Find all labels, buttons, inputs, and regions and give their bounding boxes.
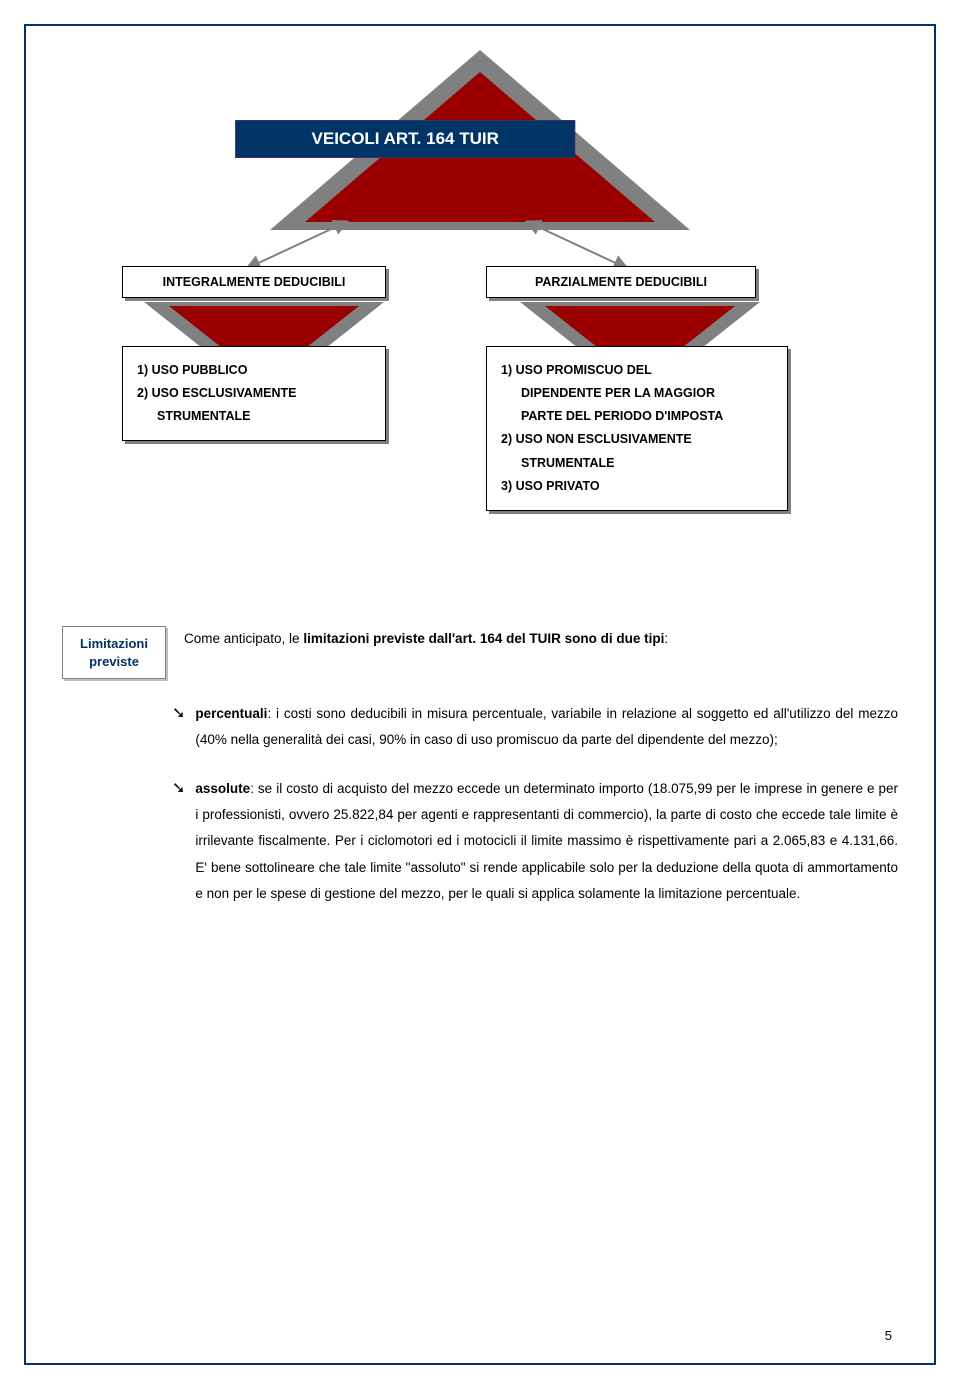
right-item-1: 1) USO PROMISCUO DEL (501, 359, 773, 382)
body-row: Limitazioni previste Come anticipato, le… (62, 626, 898, 679)
left-item-2: 2) USO ESCLUSIVAMENTE (137, 382, 371, 405)
intro-p1c: : (664, 631, 668, 646)
bullet-1-text: percentuali: i costi sono deducibili in … (195, 701, 898, 754)
body-section: Limitazioni previste Come anticipato, le… (62, 626, 898, 907)
right-item-3: 3) USO PRIVATO (501, 475, 773, 498)
intro-p1b: limitazioni previste dall'art. 164 del T… (303, 631, 664, 646)
list-box-left: 1) USO PUBBLICO 2) USO ESCLUSIVAMENTE ST… (122, 346, 386, 441)
label-parzialmente: PARZIALMENTE DEDUCIBILI (486, 266, 756, 298)
page-border: VEICOLI ART. 164 TUIR INTEGRALMENTE DEDU… (24, 24, 936, 1365)
bullet-1a: percentuali (195, 706, 267, 721)
arrow-down-right-icon: ➘ (172, 701, 185, 727)
bullet-2a: assolute (195, 781, 250, 796)
bullet-list: ➘ percentuali: i costi sono deducibili i… (172, 701, 898, 907)
label-integralmente: INTEGRALMENTE DEDUCIBILI (122, 266, 386, 298)
arrow-down-right-icon: ➘ (172, 776, 185, 802)
side-label-line2: previste (89, 654, 139, 669)
bullet-2-text: assolute: se il costo di acquisto del me… (195, 776, 898, 908)
list-box-right: 1) USO PROMISCUO DEL DIPENDENTE PER LA M… (486, 346, 788, 511)
intro-p1a: Come anticipato, le (184, 631, 303, 646)
title-banner: VEICOLI ART. 164 TUIR (235, 120, 575, 158)
top-diagram: VEICOLI ART. 164 TUIR INTEGRALMENTE DEDU… (62, 50, 898, 410)
right-item-1b: DIPENDENTE PER LA MAGGIOR (501, 382, 773, 405)
left-item-2b: STRUMENTALE (137, 405, 371, 428)
right-item-1c: PARTE DEL PERIODO D'IMPOSTA (501, 405, 773, 428)
bullet-2b: : se il costo di acquisto del mezzo ecce… (195, 781, 898, 901)
bullet-1b: : i costi sono deducibili in misura perc… (195, 706, 898, 747)
side-label-line1: Limitazioni (80, 636, 148, 651)
intro-text: Come anticipato, le limitazioni previste… (184, 626, 898, 652)
side-label: Limitazioni previste (62, 626, 166, 679)
page-number: 5 (885, 1328, 892, 1343)
right-item-2: 2) USO NON ESCLUSIVAMENTE (501, 428, 773, 451)
left-item-1: 1) USO PUBBLICO (137, 359, 371, 382)
bullet-item-1: ➘ percentuali: i costi sono deducibili i… (172, 701, 898, 754)
bullet-item-2: ➘ assolute: se il costo di acquisto del … (172, 776, 898, 908)
right-item-2b: STRUMENTALE (501, 452, 773, 475)
